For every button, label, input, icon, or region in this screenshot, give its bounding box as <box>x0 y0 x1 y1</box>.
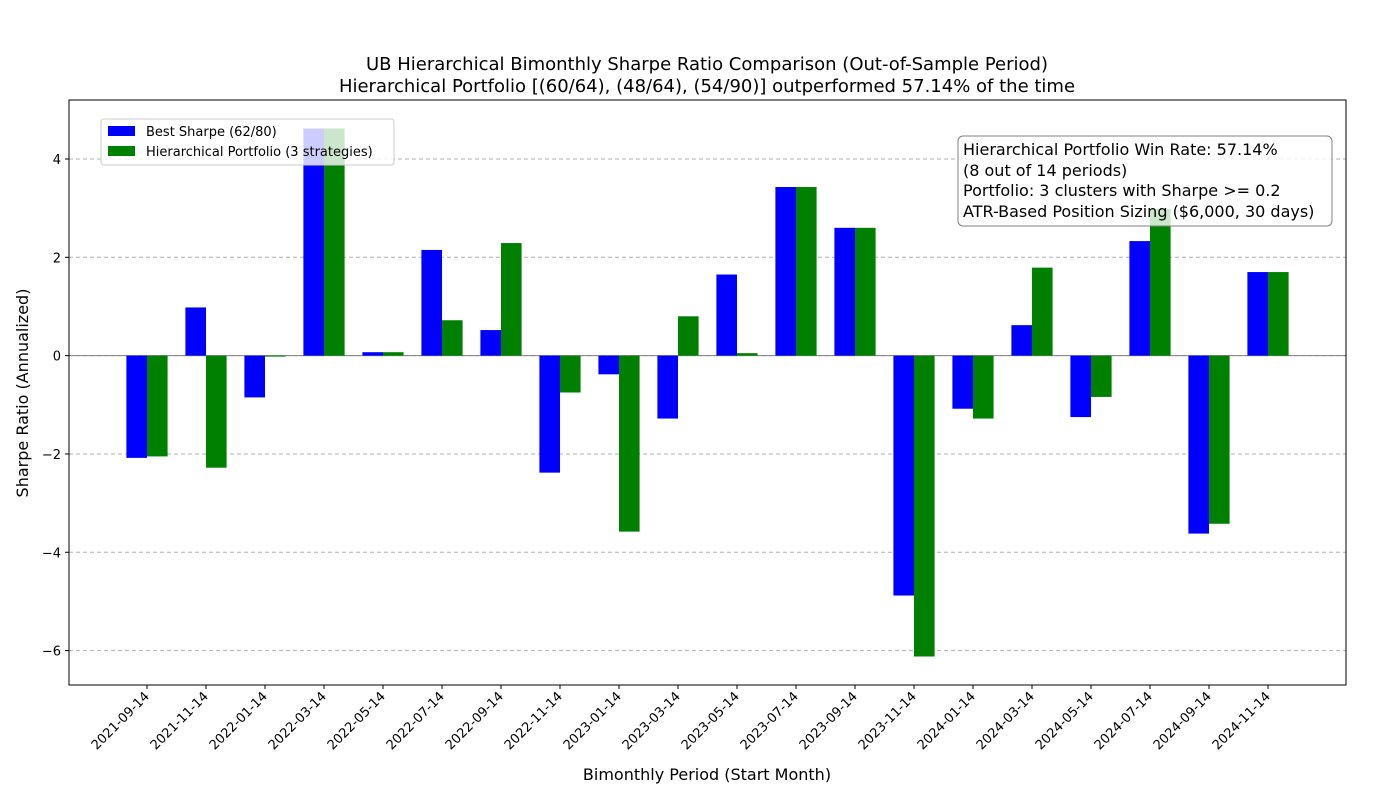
y-tick-label: −4 <box>42 546 61 561</box>
y-tick-label: 4 <box>53 153 61 168</box>
bar-hierarchical-portfolio <box>678 316 699 356</box>
annotation-line-sizing: ATR-Based Position Sizing ($6,000, 30 da… <box>963 202 1314 221</box>
x-tick-label: 2022-01-14 <box>207 689 271 753</box>
bar-best-sharpe <box>775 187 796 356</box>
bar-best-sharpe <box>1247 272 1268 356</box>
bar-hierarchical-portfolio <box>1150 209 1171 356</box>
legend-swatch-hierarchical-portfolio <box>108 146 135 156</box>
x-tick-label: 2024-05-14 <box>1033 689 1097 753</box>
bar-hierarchical-portfolio <box>383 352 404 356</box>
bar-hierarchical-portfolio <box>1032 267 1053 356</box>
x-tick-label: 2023-05-14 <box>679 689 743 753</box>
bar-best-sharpe <box>303 128 324 356</box>
x-tick-label: 2021-11-14 <box>148 689 212 753</box>
bar-hierarchical-portfolio <box>1209 355 1230 524</box>
bar-hierarchical-portfolio <box>619 355 640 532</box>
bar-best-sharpe <box>1188 355 1209 534</box>
x-tick-label: 2024-03-14 <box>974 689 1038 753</box>
bar-best-sharpe <box>716 274 737 356</box>
bar-best-sharpe <box>952 355 973 409</box>
bar-best-sharpe <box>244 355 265 398</box>
bar-hierarchical-portfolio <box>855 227 876 356</box>
bar-best-sharpe <box>480 330 501 356</box>
bar-hierarchical-portfolio <box>501 243 522 356</box>
y-axis-label: Sharpe Ratio (Annualized) <box>13 289 32 498</box>
bar-hierarchical-portfolio <box>442 320 463 356</box>
x-tick-label: 2023-09-14 <box>797 689 861 753</box>
bar-best-sharpe <box>1129 241 1150 356</box>
x-tick-label: 2023-01-14 <box>561 689 625 753</box>
bar-best-sharpe <box>185 307 206 356</box>
bar-hierarchical-portfolio <box>147 355 168 457</box>
bar-hierarchical-portfolio <box>265 355 286 357</box>
annotation-line-periods: (8 out of 14 periods) <box>963 161 1127 180</box>
chart-subtitle: Hierarchical Portfolio [(60/64), (48/64)… <box>339 76 1075 97</box>
x-axis-label: Bimonthly Period (Start Month) <box>583 765 831 784</box>
bar-best-sharpe <box>657 355 678 419</box>
x-tick-label: 2023-07-14 <box>738 689 802 753</box>
plot-frame <box>68 99 1347 686</box>
x-tick-label: 2024-09-14 <box>1151 689 1215 753</box>
y-tick-label: 0 <box>53 350 61 365</box>
axes: −6−4−20242021-09-142021-11-142022-01-142… <box>42 153 1274 753</box>
bar-hierarchical-portfolio <box>206 355 227 468</box>
bar-best-sharpe <box>1011 325 1032 356</box>
bar-best-sharpe <box>539 355 560 473</box>
y-tick-label: 2 <box>53 251 61 266</box>
bar-hierarchical-portfolio <box>324 128 345 356</box>
annotation-box: Hierarchical Portfolio Win Rate: 57.14% … <box>957 135 1333 227</box>
legend: Best Sharpe (62/80) Hierarchical Portfol… <box>100 118 395 166</box>
x-tick-label: 2024-07-14 <box>1092 689 1156 753</box>
bar-hierarchical-portfolio <box>560 355 581 393</box>
bar-hierarchical-portfolio <box>796 187 817 356</box>
bar-best-sharpe <box>1070 355 1091 418</box>
legend-box <box>100 118 395 166</box>
annotation-line-win-rate: Hierarchical Portfolio Win Rate: 57.14% <box>963 140 1278 159</box>
bar-hierarchical-portfolio <box>1091 355 1112 397</box>
annotation-background <box>957 135 1333 227</box>
y-tick-label: −2 <box>42 448 61 463</box>
x-tick-label: 2024-01-14 <box>915 689 979 753</box>
legend-label-best-sharpe: Best Sharpe (62/80) <box>146 125 277 140</box>
bar-hierarchical-portfolio <box>1268 272 1289 356</box>
bar-best-sharpe <box>893 355 914 596</box>
bar-hierarchical-portfolio <box>914 355 935 657</box>
bar-best-sharpe <box>598 355 619 375</box>
y-tick-label: −6 <box>42 645 61 660</box>
x-tick-label: 2023-03-14 <box>620 689 684 753</box>
bar-best-sharpe <box>126 355 147 458</box>
legend-swatch-best-sharpe <box>108 126 135 136</box>
bars <box>126 128 1289 657</box>
x-tick-label: 2023-11-14 <box>856 689 920 753</box>
x-tick-label: 2024-11-14 <box>1210 689 1274 753</box>
annotation-line-clusters: Portfolio: 3 clusters with Sharpe >= 0.2 <box>963 181 1281 200</box>
x-tick-label: 2022-07-14 <box>384 689 448 753</box>
bar-best-sharpe <box>362 352 383 356</box>
x-tick-label: 2022-09-14 <box>443 689 507 753</box>
x-tick-label: 2022-11-14 <box>502 689 566 753</box>
chart-title: UB Hierarchical Bimonthly Sharpe Ratio C… <box>366 54 1048 75</box>
bar-hierarchical-portfolio <box>973 355 994 419</box>
legend-label-hierarchical-portfolio: Hierarchical Portfolio (3 strategies) <box>146 145 373 160</box>
x-tick-label: 2022-03-14 <box>266 689 330 753</box>
bar-best-sharpe <box>421 249 442 356</box>
bar-hierarchical-portfolio <box>737 353 758 356</box>
x-tick-label: 2021-09-14 <box>89 689 153 753</box>
x-tick-label: 2022-05-14 <box>325 689 389 753</box>
bar-best-sharpe <box>834 227 855 356</box>
